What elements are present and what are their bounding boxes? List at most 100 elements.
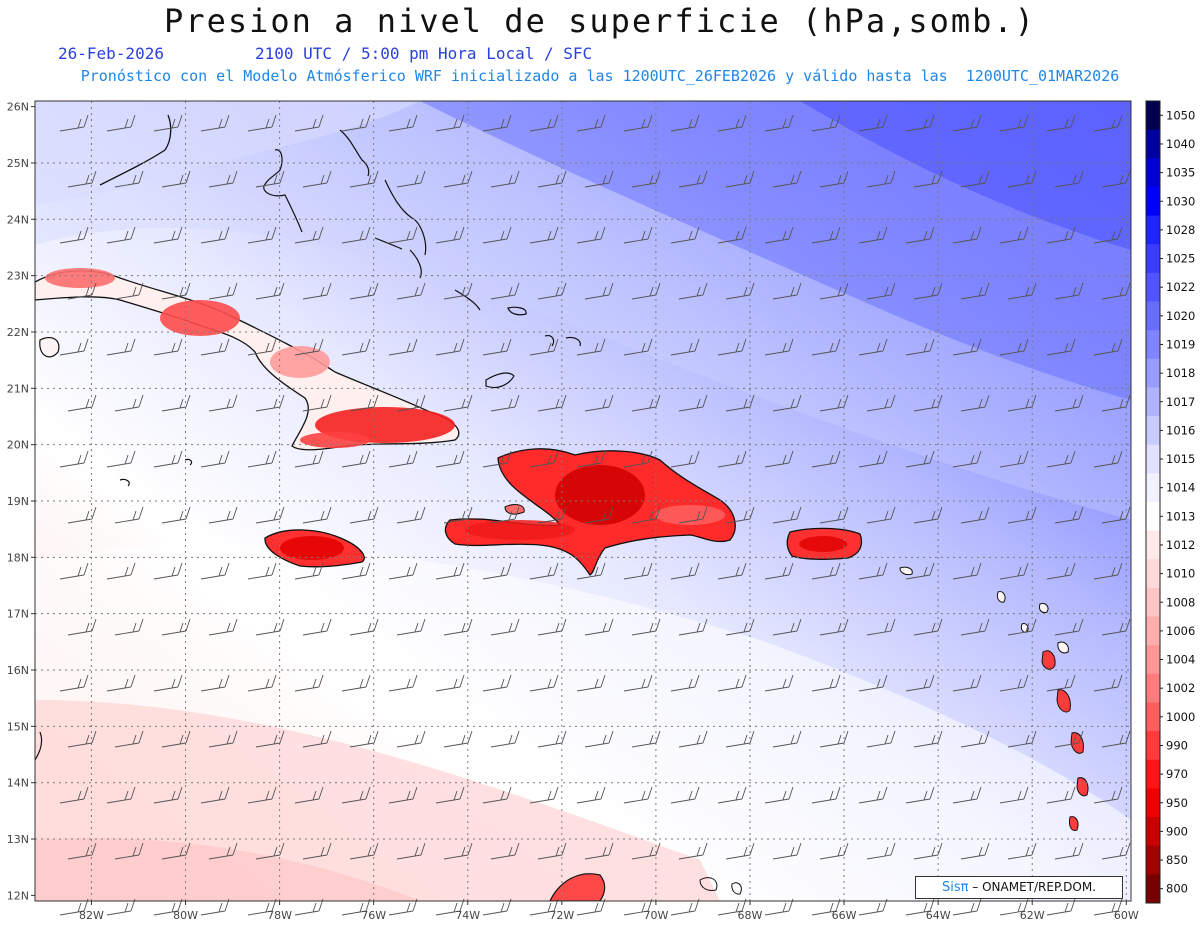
wind-barb: [905, 226, 935, 244]
wind-barb: [396, 618, 426, 636]
wind-barb: [106, 562, 136, 580]
wind-barb: [537, 730, 567, 748]
wind-barb: [811, 338, 841, 356]
forecast-date: 26-Feb-2026: [58, 44, 164, 63]
wind-barb: [294, 338, 324, 356]
colorbar-swatch: [1146, 759, 1160, 789]
wind-barb: [302, 170, 332, 188]
wind-barb: [247, 450, 277, 468]
wind-barb: [623, 114, 653, 132]
wind-barb: [341, 674, 371, 692]
wind-barb: [1093, 562, 1123, 580]
wind-barb: [302, 282, 332, 300]
lat-tick-label: 16N: [7, 664, 29, 677]
wind-barb: [153, 786, 183, 804]
wind-barb: [302, 506, 332, 524]
wind-barb: [678, 842, 708, 860]
wind-barb: [811, 786, 841, 804]
wind-barb: [106, 114, 136, 132]
wind-barb: [631, 730, 661, 748]
lat-tick-label: 26N: [7, 101, 29, 114]
colorbar-swatch: [1146, 330, 1160, 360]
wind-barb: [866, 506, 896, 524]
wind-barb: [114, 282, 144, 300]
wind-barb: [764, 562, 794, 580]
wind-barb: [490, 730, 520, 748]
lat-tick-label: 19N: [7, 495, 29, 508]
wind-barb: [999, 338, 1029, 356]
wind-barb: [208, 394, 238, 412]
wind-barb: [678, 730, 708, 748]
wind-barb: [1101, 618, 1131, 636]
colorbar-swatch: [1146, 530, 1160, 560]
wind-barb: [1007, 506, 1037, 524]
lat-lon-grid: [35, 101, 1131, 901]
wind-barb: [537, 618, 567, 636]
wind-barb: [482, 674, 512, 692]
wind-barb: [341, 786, 371, 804]
wind-barb: [59, 450, 89, 468]
wind-barb: [858, 226, 888, 244]
colorbar-label: 900: [1166, 824, 1188, 838]
wind-barb: [913, 394, 943, 412]
wind-barb: [819, 282, 849, 300]
wind-barb: [1007, 842, 1037, 860]
wind-barb: [1093, 674, 1123, 692]
colorbar-label: 1015: [1166, 452, 1195, 466]
wind-barb: [725, 282, 755, 300]
wind-barb: [153, 226, 183, 244]
lat-tick-label: 15N: [7, 720, 29, 733]
wind-barb: [396, 394, 426, 412]
wind-barb: [294, 562, 324, 580]
wind-barb: [811, 114, 841, 132]
wind-barb: [1007, 170, 1037, 188]
wind-barb: [999, 786, 1029, 804]
wind-barb: [114, 618, 144, 636]
wind-barb: [294, 674, 324, 692]
wind-barb: [584, 842, 614, 860]
wind-barb: [59, 786, 89, 804]
wind-barb: [208, 842, 238, 860]
wind-barb: [717, 450, 747, 468]
wind-barb: [529, 114, 559, 132]
wind-barb: [999, 226, 1029, 244]
wind-barb: [247, 338, 277, 356]
lon-tick-label: 78W: [267, 909, 292, 922]
wind-barb: [388, 114, 418, 132]
wind-barb: [302, 730, 332, 748]
wind-barb: [200, 786, 230, 804]
wind-barb: [960, 170, 990, 188]
wind-barb: [59, 338, 89, 356]
wind-barb: [623, 786, 653, 804]
wind-barb: [952, 674, 982, 692]
wind-barb: [866, 842, 896, 860]
colorbar-swatch: [1146, 473, 1160, 503]
wind-barb: [537, 842, 567, 860]
colorbar-label: 950: [1166, 796, 1188, 810]
wind-barb: [772, 618, 802, 636]
wind-barb: [772, 170, 802, 188]
wind-barb: [811, 562, 841, 580]
wind-barb: [764, 338, 794, 356]
wind-barb: [1046, 338, 1076, 356]
wind-barb: [999, 674, 1029, 692]
colorbar-swatch: [1146, 416, 1160, 446]
colorbar-label: 1008: [1166, 595, 1195, 609]
wind-barb: [725, 618, 755, 636]
wind-barb: [1007, 282, 1037, 300]
wind-barb: [866, 730, 896, 748]
wind-barb: [811, 226, 841, 244]
wind-barb: [106, 450, 136, 468]
wind-barb: [866, 394, 896, 412]
wind-barb: [114, 842, 144, 860]
colorbar-swatch: [1146, 731, 1160, 761]
wind-barb: [858, 786, 888, 804]
wind-barb: [255, 506, 285, 524]
colorbar-label: 990: [1166, 738, 1188, 752]
wind-barb: [59, 562, 89, 580]
wind-barb: [952, 338, 982, 356]
wind-barb: [1101, 842, 1131, 860]
wind-barb: [905, 674, 935, 692]
lon-tick-label: 66W: [832, 909, 857, 922]
wind-barb: [858, 450, 888, 468]
